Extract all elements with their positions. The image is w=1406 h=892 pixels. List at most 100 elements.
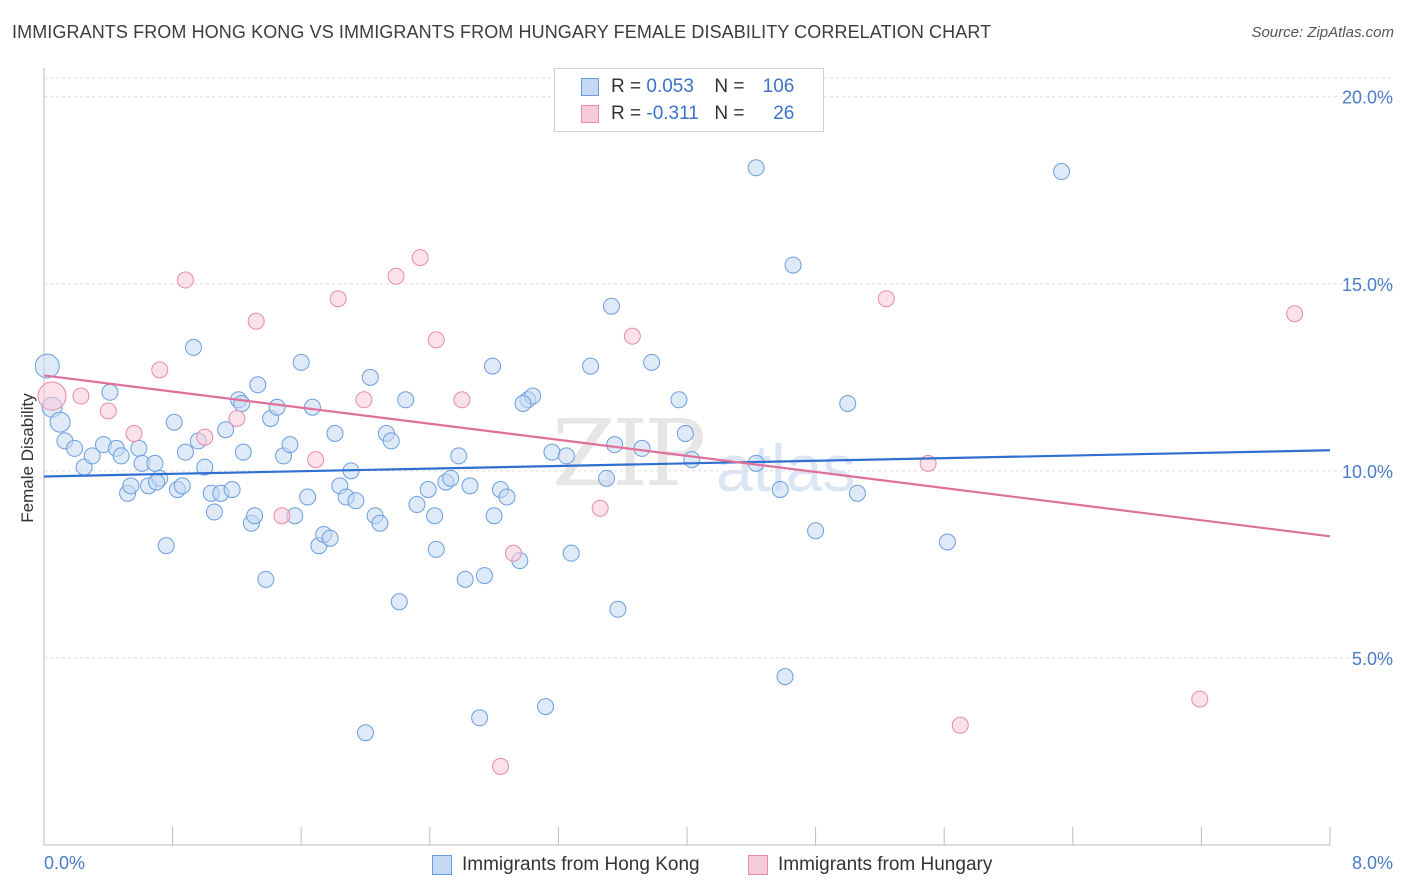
point-hongkong (357, 724, 374, 742)
point-hongkong (184, 338, 202, 356)
point-hongkong (483, 357, 501, 375)
y-tick-labels: 5.0% 10.0% 15.0% 20.0% (1342, 88, 1393, 669)
point-hungary (273, 507, 291, 525)
point-hungary (37, 381, 67, 411)
point-hongkong (670, 391, 688, 409)
point-hungary (492, 757, 510, 775)
point-hongkong (49, 411, 71, 433)
point-hongkong (281, 436, 299, 454)
hungary-swatch (581, 105, 599, 123)
y-tick-label: 10.0% (1342, 462, 1393, 482)
point-hongkong (426, 507, 444, 525)
point-hongkong (292, 353, 310, 371)
point-hongkong (514, 395, 532, 413)
point-hongkong (485, 507, 503, 525)
series-hongkong-points (34, 159, 1071, 742)
point-hongkong (471, 709, 489, 727)
point-hongkong (397, 391, 415, 409)
point-hongkong (537, 698, 555, 716)
n-value: 26 (773, 103, 795, 124)
point-hongkong (205, 503, 223, 521)
source-label: Source: ZipAtlas.com (1251, 24, 1394, 41)
point-hongkong (408, 496, 426, 514)
point-hongkong (257, 570, 275, 588)
y-tick-label: 15.0% (1342, 275, 1393, 295)
y-tick-label: 5.0% (1352, 649, 1393, 669)
point-hungary (151, 361, 169, 379)
y-axis-label: Female Disability (18, 393, 37, 523)
point-hongkong (112, 447, 130, 465)
point-hungary (411, 249, 429, 267)
point-hungary (387, 267, 405, 285)
point-hongkong (223, 481, 241, 499)
point-hongkong (268, 398, 286, 416)
legend-label-hongkong: Immigrants from Hong Kong (462, 854, 700, 875)
point-hongkong (427, 540, 445, 558)
r-label: R = (611, 76, 647, 97)
point-hongkong (776, 668, 794, 686)
stats-row-hongkong: R = 0.053 N = 106 (581, 75, 794, 99)
grid-lines (44, 77, 1392, 659)
point-hungary (504, 544, 522, 562)
trend-lines (43, 374, 1331, 538)
point-hongkong (839, 395, 857, 413)
point-hongkong (233, 395, 251, 413)
point-hongkong (196, 458, 214, 476)
trend-line-hongkong (43, 449, 1331, 478)
hongkong-swatch (581, 78, 599, 96)
point-hungary (196, 428, 214, 446)
point-hongkong (498, 488, 516, 506)
point-hongkong (299, 488, 317, 506)
hongkong-legend-swatch (432, 855, 452, 875)
point-hongkong (165, 413, 183, 431)
point-hongkong (606, 436, 624, 454)
point-hongkong (461, 477, 479, 495)
point-hongkong (157, 537, 175, 555)
point-hungary (1286, 305, 1304, 323)
point-hongkong (442, 469, 460, 487)
point-hungary (427, 331, 445, 349)
point-hongkong (347, 492, 365, 510)
point-hungary (453, 391, 471, 409)
stats-legend: R = 0.053 N = 106 R = -0.311 N = 26 (554, 68, 824, 132)
point-hongkong (807, 522, 825, 540)
point-hongkong (34, 353, 60, 379)
point-hongkong (598, 469, 616, 487)
trend-line-hungary (43, 374, 1331, 538)
point-hongkong (130, 439, 148, 457)
r-value: -0.311 (646, 103, 699, 124)
point-hongkong (602, 297, 620, 315)
point-hongkong (176, 443, 194, 461)
point-hongkong (66, 439, 84, 457)
point-hongkong (390, 593, 408, 611)
watermark-zip: ZIP (552, 400, 706, 507)
point-hongkong (543, 443, 561, 461)
point-hungary (591, 499, 609, 517)
hungary-legend-swatch (748, 855, 768, 875)
point-hungary (1191, 690, 1209, 708)
point-hongkong (475, 567, 493, 585)
point-hongkong (848, 484, 866, 502)
point-hungary (307, 451, 325, 469)
point-hongkong (419, 481, 437, 499)
point-hongkong (371, 514, 389, 532)
series-hungary-points (37, 249, 1304, 775)
point-hongkong (148, 473, 166, 491)
point-hongkong (633, 439, 651, 457)
point-hongkong (643, 353, 661, 371)
point-hongkong (122, 477, 140, 495)
point-hungary (329, 290, 347, 308)
point-hongkong (676, 424, 694, 442)
n-label: N = (714, 103, 750, 124)
point-hongkong (771, 481, 789, 499)
point-hongkong (217, 421, 235, 439)
point-hongkong (146, 454, 164, 472)
stats-row-hungary: R = -0.311 N = 26 (581, 102, 794, 126)
r-value: 0.053 (646, 76, 694, 97)
point-hongkong (173, 477, 191, 495)
point-hongkong (1053, 163, 1071, 181)
x-tick-labels: 0.0% 8.0% (44, 853, 1393, 873)
point-hongkong (101, 383, 119, 401)
point-hongkong (234, 443, 252, 461)
